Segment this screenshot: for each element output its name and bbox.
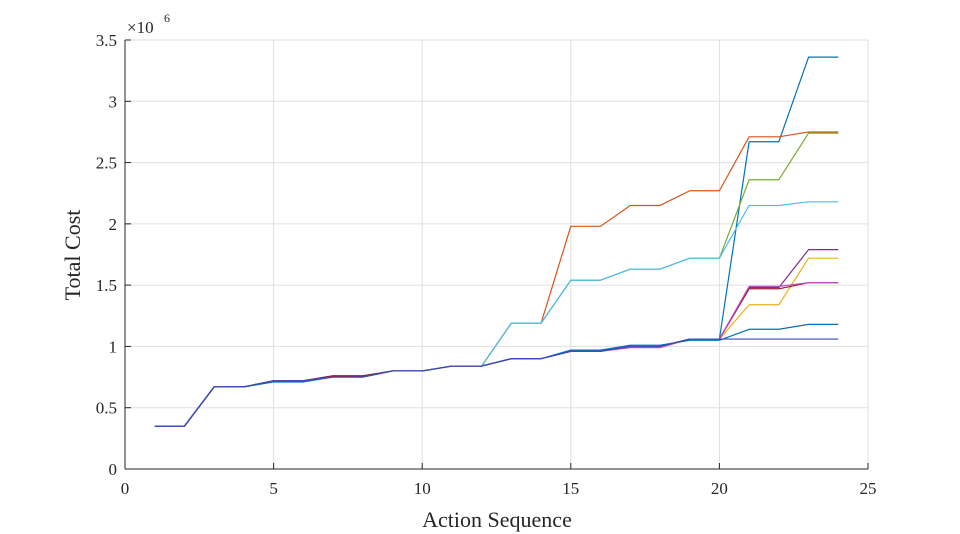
y-tick-label: 2.5 — [96, 154, 117, 173]
y-tick-label: 1.5 — [96, 276, 117, 295]
series-line-4 — [154, 249, 839, 427]
series-line-7 — [154, 282, 839, 427]
x-tick-label: 20 — [711, 479, 728, 498]
series-line-10 — [154, 338, 839, 427]
series-line-5 — [154, 132, 839, 427]
y-axis-multiplier-exponent: 6 — [164, 11, 170, 25]
grid-lines — [124, 39, 869, 470]
y-tick-label: 3 — [109, 92, 118, 111]
y-tick-label: 0.5 — [96, 399, 117, 418]
y-tick-label: 0 — [109, 460, 118, 479]
series-line-6 — [154, 201, 839, 427]
x-tick-label: 0 — [121, 479, 130, 498]
x-tick-label: 25 — [860, 479, 877, 498]
series-line-2 — [154, 131, 839, 427]
series-line-3 — [154, 257, 839, 427]
y-tick-label: 1 — [109, 337, 118, 356]
y-tick-label: 3.5 — [96, 31, 117, 50]
axes — [124, 39, 869, 470]
y-axis-multiplier: ×10 — [127, 18, 154, 37]
x-tick-label: 5 — [269, 479, 278, 498]
series-line-8 — [154, 282, 839, 427]
series-line-1 — [154, 56, 839, 427]
y-axis-title: Total Cost — [60, 210, 85, 301]
tick-labels: 0 5 10 15 20 25 0 0.5 1 1.5 2 2.5 3 3.5 — [96, 31, 877, 498]
y-tick-label: 2 — [109, 215, 118, 234]
x-tick-label: 15 — [562, 479, 579, 498]
x-tick-label: 10 — [414, 479, 431, 498]
series-lines — [154, 56, 839, 427]
x-axis-title: Action Sequence — [422, 507, 572, 532]
